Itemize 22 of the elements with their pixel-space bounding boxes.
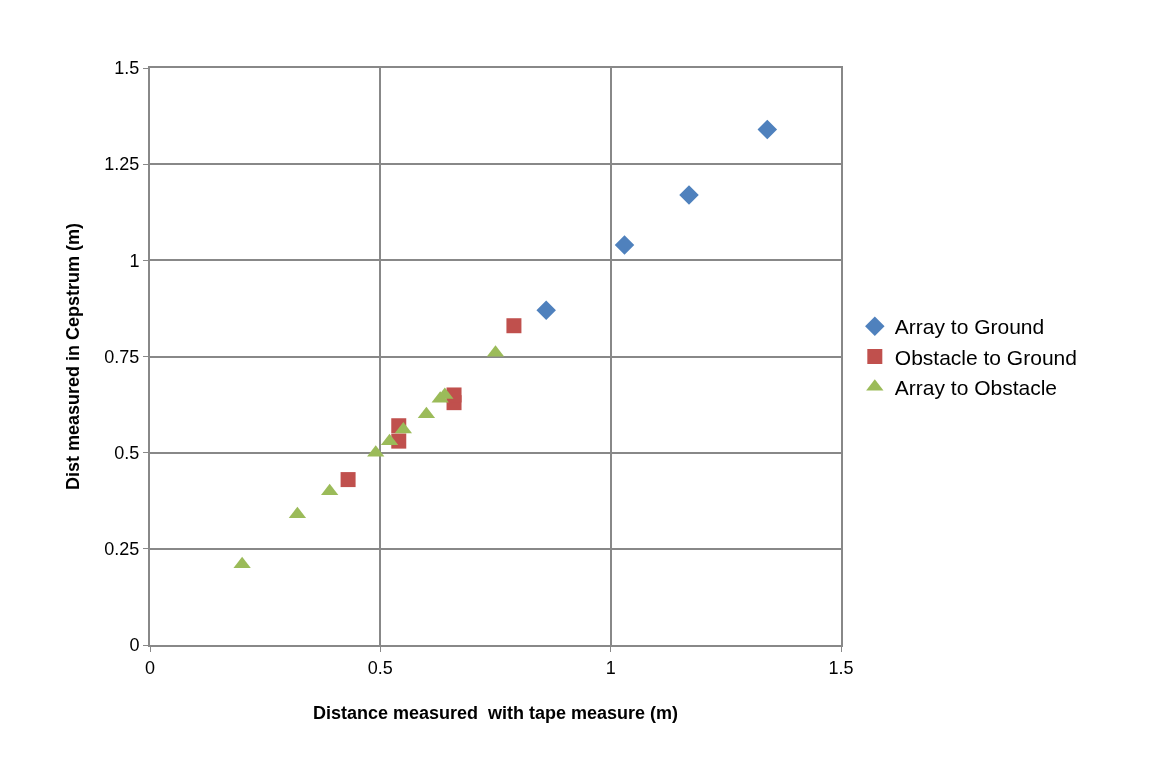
- legend-label: Array to Ground: [894, 315, 1045, 339]
- point: [679, 185, 699, 205]
- y-tick-label: 0.75: [104, 346, 140, 367]
- x-tick-label: 0.5: [367, 657, 393, 678]
- point: [340, 472, 356, 488]
- x-axis-title: Distance measured with tape measure (m): [312, 703, 679, 724]
- y-tick-label: 1.25: [104, 154, 140, 175]
- x-tick-label: 1: [605, 657, 616, 678]
- y-tick-label: 1.5: [114, 58, 140, 79]
- y-tick-label: 0.5: [114, 442, 140, 463]
- point: [536, 300, 556, 321]
- x-tick-label: 1.5: [828, 657, 854, 678]
- y-tick-label: 0: [129, 635, 140, 656]
- y-tick-label: 0.25: [104, 539, 140, 560]
- legend-label: Array to Obstacle: [894, 375, 1058, 399]
- point: [506, 318, 522, 334]
- point: [614, 235, 635, 255]
- legend-label: Obstacle to Ground: [894, 345, 1077, 369]
- y-tick-label: 1: [129, 250, 140, 271]
- x-tick-label: 0: [144, 657, 156, 678]
- point: [757, 119, 778, 140]
- y-axis-title: Dist measured in Cepstrum (m): [63, 222, 84, 491]
